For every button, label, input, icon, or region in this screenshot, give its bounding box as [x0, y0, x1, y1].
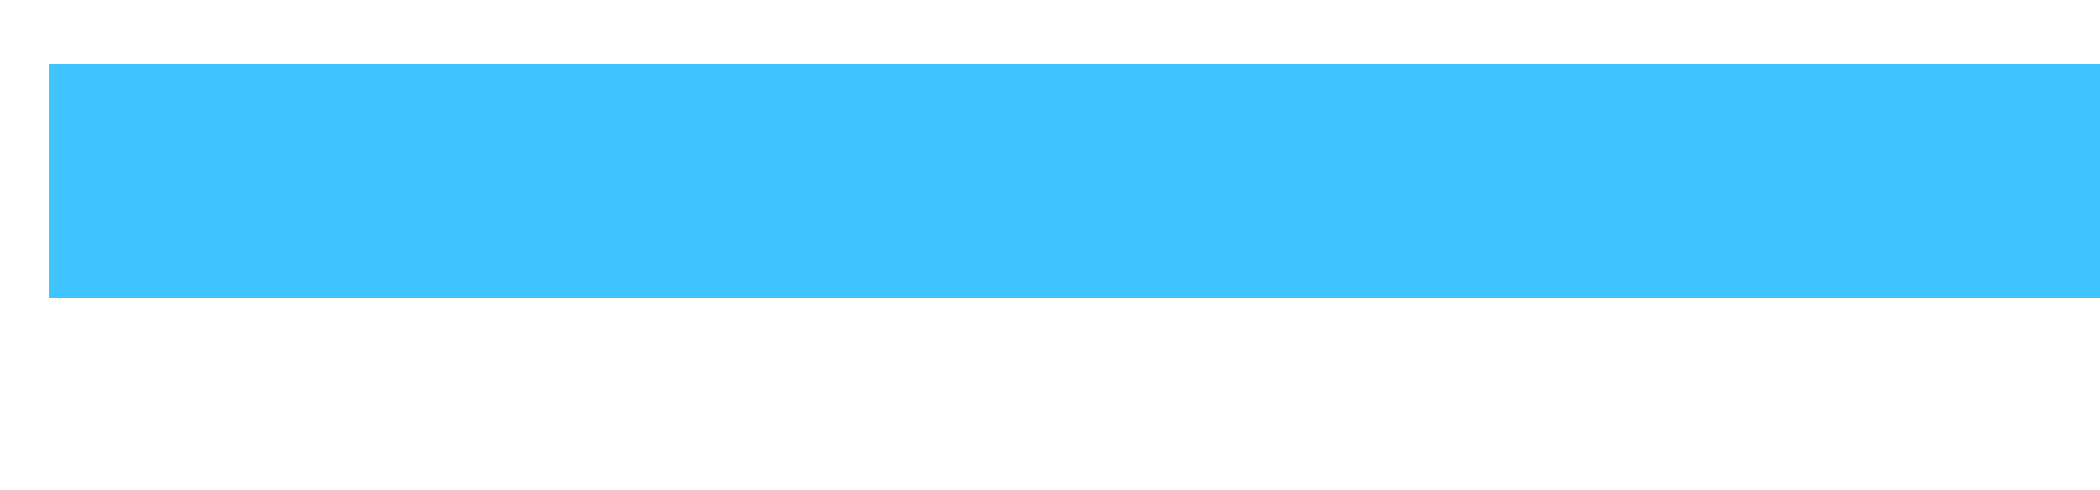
blue-banner [49, 64, 2100, 298]
